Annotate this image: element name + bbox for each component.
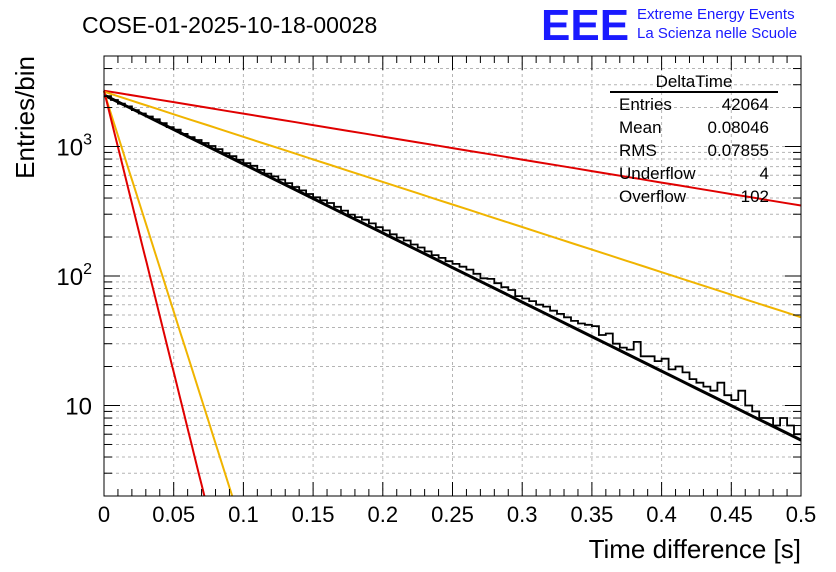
stats-value-rms: 0.07855 bbox=[708, 141, 769, 160]
series-band-upper-slow bbox=[103, 89, 802, 207]
series-band-lower-slow bbox=[103, 91, 234, 497]
histogram bbox=[104, 95, 801, 436]
x-tick-label: 0.25 bbox=[431, 502, 474, 527]
logo-line-1: Extreme Energy Events bbox=[637, 6, 795, 23]
series-band-lower-fast bbox=[103, 90, 206, 497]
x-tick-label: 0.15 bbox=[292, 502, 335, 527]
grid bbox=[104, 55, 801, 497]
y-tick-label: 10 bbox=[65, 393, 92, 420]
stats-label-rms: RMS bbox=[619, 141, 657, 160]
fit-lines bbox=[103, 89, 802, 497]
x-tick-label: 0.1 bbox=[228, 502, 259, 527]
stats-box: DeltaTime Entries 42064 Mean 0.08046 RMS… bbox=[610, 72, 778, 206]
logo-line-2: La Scienza nelle Scuole bbox=[637, 25, 797, 42]
x-tick-label: 0 bbox=[98, 502, 110, 527]
stats-value-mean: 0.08046 bbox=[708, 118, 769, 137]
x-tick-label: 0.5 bbox=[786, 502, 817, 527]
axis-ticks bbox=[103, 55, 802, 497]
x-tick-label: 0.05 bbox=[152, 502, 195, 527]
y-tick-label: 102 bbox=[56, 261, 92, 291]
x-axis-label: Time difference [s] bbox=[589, 534, 801, 564]
logo-mark: EEE bbox=[541, 1, 629, 50]
x-tick-label: 0.4 bbox=[646, 502, 677, 527]
logo: EEE Extreme Energy Events La Scienza nel… bbox=[541, 1, 797, 50]
stats-label-overflow: Overflow bbox=[619, 187, 687, 206]
stats-value-underflow: 4 bbox=[760, 164, 769, 183]
stats-label-mean: Mean bbox=[619, 118, 662, 137]
x-tick-labels: 0 0.05 0.1 0.15 0.2 0.25 0.3 0.35 0.4 0.45 0.5 bbox=[98, 502, 816, 527]
stats-label-underflow: Underflow bbox=[619, 164, 696, 183]
y-tick-labels: 10 102 103 bbox=[56, 132, 92, 421]
histogram-line bbox=[104, 95, 801, 436]
x-tick-label: 0.3 bbox=[507, 502, 538, 527]
x-tick-label: 0.2 bbox=[368, 502, 399, 527]
x-tick-label: 0.35 bbox=[570, 502, 613, 527]
x-tick-label: 0.45 bbox=[710, 502, 753, 527]
series-fit bbox=[103, 93, 802, 442]
series-band-upper-fast bbox=[103, 90, 802, 319]
stats-value-entries: 42064 bbox=[722, 95, 769, 114]
stats-value-overflow: 102 bbox=[741, 187, 769, 206]
stats-label-entries: Entries bbox=[619, 95, 672, 114]
stats-title: DeltaTime bbox=[656, 72, 733, 91]
y-axis-label: Entries/bin bbox=[10, 56, 40, 179]
y-tick-label: 103 bbox=[56, 132, 92, 162]
chart-title: COSE-01-2025-10-18-00028 bbox=[82, 12, 377, 38]
